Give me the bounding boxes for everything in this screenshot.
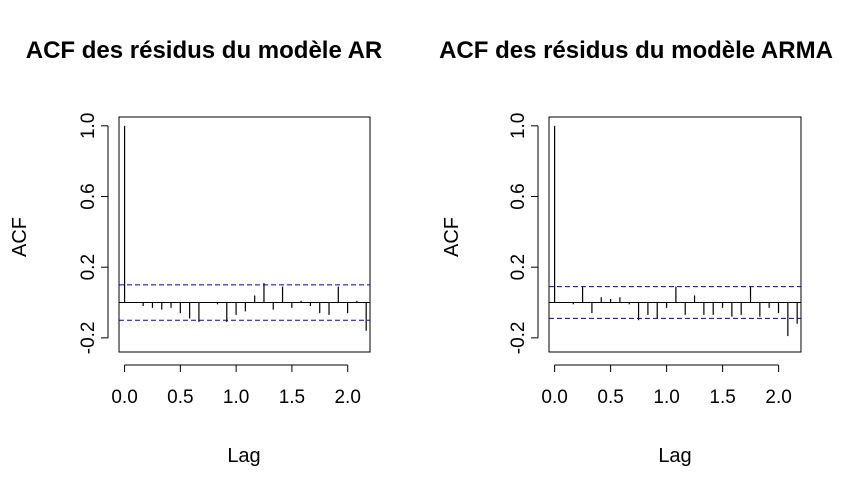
y-tick-label-arma-3: 1.0 xyxy=(508,113,529,139)
x-tick-label-arma-0: 0.0 xyxy=(541,387,567,408)
x-axis-label-arma: Lag xyxy=(658,445,691,467)
plot-frame-arma xyxy=(548,116,802,353)
x-axis-label-ar: Lag xyxy=(227,445,260,467)
plot-frame-ar xyxy=(118,116,371,353)
acf-panel-arma: ACF des résidus du modèle ARMA Lag ACF 0… xyxy=(439,37,833,467)
chart-title-ar: ACF des résidus du modèle AR xyxy=(26,37,383,64)
y-tick-label-ar-3: 1.0 xyxy=(78,113,99,139)
x-tick-label-ar-4: 2.0 xyxy=(334,387,360,408)
x-tick-label-ar-1: 0.5 xyxy=(167,387,193,408)
x-tick-label-ar-3: 1.5 xyxy=(279,387,305,408)
y-tick-label-ar-0: -0.2 xyxy=(78,321,99,354)
y-axis-label-ar: ACF xyxy=(9,217,31,257)
x-tick-label-arma-1: 0.5 xyxy=(597,387,623,408)
y-tick-label-arma-2: 0.6 xyxy=(508,183,529,209)
y-tick-label-arma-1: 0.2 xyxy=(508,254,529,280)
x-tick-label-arma-2: 1.0 xyxy=(653,387,679,408)
acf-panel-ar: ACF des résidus du modèle AR Lag ACF 0.0… xyxy=(9,37,382,467)
x-tick-label-arma-3: 1.5 xyxy=(709,387,735,408)
y-tick-label-ar-1: 0.2 xyxy=(78,254,99,280)
chart-title-arma: ACF des résidus du modèle ARMA xyxy=(439,37,833,64)
y-tick-label-ar-2: 0.6 xyxy=(78,183,99,209)
y-tick-label-arma-0: -0.2 xyxy=(508,321,529,354)
x-tick-label-arma-4: 2.0 xyxy=(765,387,791,408)
x-tick-label-ar-2: 1.0 xyxy=(223,387,249,408)
x-tick-label-ar-0: 0.0 xyxy=(111,387,137,408)
y-axis-label-arma: ACF xyxy=(441,217,463,257)
